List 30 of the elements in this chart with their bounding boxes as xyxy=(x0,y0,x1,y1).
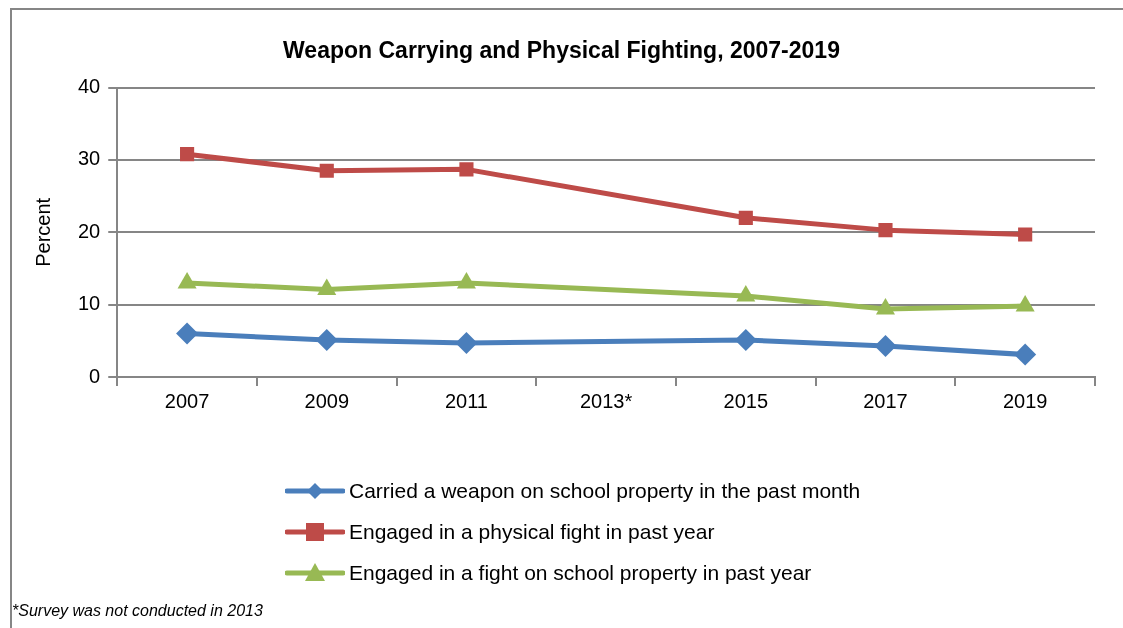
point xyxy=(459,162,474,177)
x-tick-label: 2017 xyxy=(863,389,908,412)
point xyxy=(878,223,893,238)
y-tick-label: 30 xyxy=(78,147,101,170)
x-tick-label: 2011 xyxy=(444,389,488,412)
legend-label: Engaged in a physical fight in past year xyxy=(349,519,715,544)
point xyxy=(319,163,334,178)
legend-label: Carried a weapon on school property in the past month xyxy=(349,478,861,503)
text: *Survey was not conducted in 2013 xyxy=(12,602,263,620)
x-tick-label: 2015 xyxy=(723,389,769,412)
point xyxy=(1018,227,1033,242)
point xyxy=(455,332,478,354)
point xyxy=(874,334,897,357)
y-axis-title: Percent xyxy=(31,197,54,267)
point xyxy=(176,322,199,345)
point xyxy=(315,329,338,352)
y-tick-label: 0 xyxy=(89,364,101,387)
x-tick-label: 2013* xyxy=(579,389,633,412)
y-tick-label: 20 xyxy=(78,219,101,242)
chart-title: Weapon Carrying and Physical Fighting, 2007-2019 xyxy=(283,37,840,64)
x-tick-label: 2019 xyxy=(1002,389,1048,412)
y-tick-label: 10 xyxy=(78,292,101,315)
point xyxy=(734,329,757,352)
x-tick-label: 2007 xyxy=(164,389,210,412)
point xyxy=(738,210,753,225)
legend-label: Engaged in a fight on school property in past year xyxy=(349,560,812,585)
point xyxy=(1014,343,1037,366)
point xyxy=(180,147,195,162)
x-tick-label: 2009 xyxy=(304,389,350,412)
y-tick-label: 40 xyxy=(78,75,101,98)
